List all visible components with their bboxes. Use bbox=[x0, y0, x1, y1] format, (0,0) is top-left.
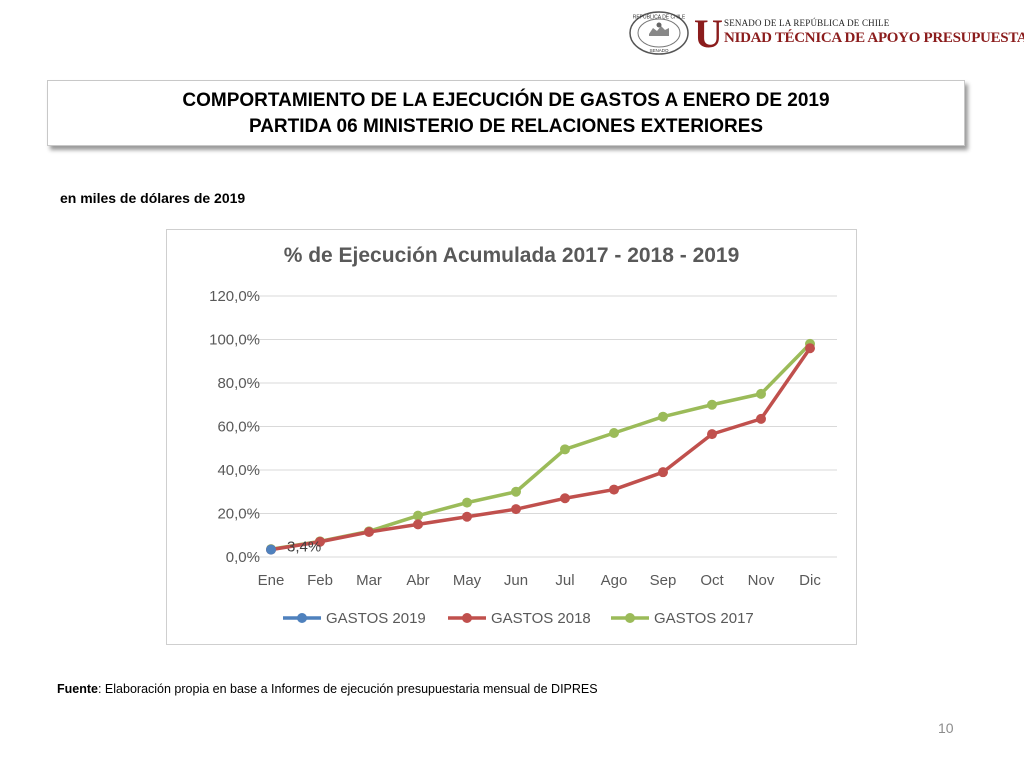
logo-big-letter: U bbox=[694, 11, 723, 56]
data-point bbox=[756, 388, 766, 399]
x-tick-label: Nov bbox=[748, 572, 775, 589]
slide-title-line1: COMPORTAMIENTO DE LA EJECUCIÓN DE GASTOS… bbox=[182, 90, 830, 111]
data-label: 3,4% bbox=[287, 539, 321, 556]
y-tick-label: 100,0% bbox=[209, 332, 260, 349]
data-point bbox=[462, 497, 472, 508]
data-point bbox=[511, 504, 521, 515]
legend-label: GASTOS 2017 bbox=[654, 610, 754, 627]
y-tick-label: 120,0% bbox=[209, 288, 260, 305]
data-point bbox=[609, 428, 619, 439]
x-tick-label: Dic bbox=[799, 572, 821, 589]
legend-label: GASTOS 2019 bbox=[326, 610, 426, 627]
seal-text-top: REPÚBLICA DE CHILE bbox=[633, 14, 686, 21]
footer-source-text: : Elaboración propia en base a Informes … bbox=[97, 682, 598, 696]
x-tick-label: Jul bbox=[555, 572, 574, 589]
x-tick-label: Jun bbox=[504, 572, 528, 589]
data-point bbox=[707, 399, 717, 410]
y-tick-label: 40,0% bbox=[217, 462, 260, 479]
data-point bbox=[560, 444, 570, 455]
data-point bbox=[511, 486, 521, 497]
header-logo: REPÚBLICA DE CHILE SENADO U SENADO DE LA… bbox=[628, 10, 1024, 58]
legend-swatch-marker bbox=[462, 613, 472, 623]
legend-swatch-marker bbox=[297, 613, 307, 623]
data-point bbox=[364, 526, 374, 537]
data-point bbox=[315, 536, 325, 547]
y-tick-label: 80,0% bbox=[217, 375, 260, 392]
series-line bbox=[269, 342, 812, 551]
data-point bbox=[413, 519, 423, 530]
x-tick-label: Ene bbox=[258, 572, 285, 589]
page-number: 10 bbox=[938, 720, 954, 736]
logo-main-text: NIDAD TÉCNICA DE APOYO PRESUPUESTARIO bbox=[724, 30, 1024, 46]
y-tick-label: 0,0% bbox=[226, 549, 260, 566]
footer-source: Fuente: Elaboración propia en base a Inf… bbox=[57, 682, 598, 696]
x-tick-label: Oct bbox=[700, 572, 724, 589]
x-tick-label: Feb bbox=[307, 572, 333, 589]
x-tick-label: Ago bbox=[601, 572, 628, 589]
data-point bbox=[609, 484, 619, 495]
y-tick-label: 20,0% bbox=[217, 506, 260, 523]
legend-swatch-marker bbox=[625, 613, 635, 623]
slide-title-box: COMPORTAMIENTO DE LA EJECUCIÓN DE GASTOS… bbox=[47, 80, 965, 146]
x-tick-label: May bbox=[453, 572, 482, 589]
data-point bbox=[805, 343, 815, 354]
x-tick-label: Sep bbox=[650, 572, 677, 589]
seal-text-bottom: SENADO bbox=[649, 48, 669, 53]
data-point bbox=[560, 493, 570, 504]
data-point bbox=[707, 429, 717, 440]
logo-small-text: SENADO DE LA REPÚBLICA DE CHILE bbox=[724, 18, 890, 28]
data-point bbox=[413, 510, 423, 521]
line-chart: 0,0% 20,0% 40,0% 60,0% 80,0% 100,0% 120,0% Ene F… bbox=[209, 288, 837, 627]
units-label: en miles de dólares de 2019 bbox=[60, 190, 246, 206]
chart-container: % de Ejecución Acumulada 2017 - 2018 - 2… bbox=[166, 229, 857, 645]
x-tick-label: Mar bbox=[356, 572, 382, 589]
slide-title-line2: PARTIDA 06 MINISTERIO DE RELACIONES EXTE… bbox=[248, 116, 764, 137]
data-point bbox=[756, 413, 766, 424]
y-tick-label: 60,0% bbox=[217, 419, 260, 436]
data-point bbox=[266, 544, 276, 555]
chart-title: % de Ejecución Acumulada 2017 - 2018 - 2… bbox=[283, 244, 740, 267]
x-tick-label: Abr bbox=[406, 572, 429, 589]
data-point bbox=[658, 467, 668, 478]
senate-seal-icon: REPÚBLICA DE CHILE SENADO bbox=[629, 11, 689, 55]
footer-source-label: Fuente bbox=[57, 682, 98, 696]
legend-label: GASTOS 2018 bbox=[491, 610, 591, 627]
data-point bbox=[462, 511, 472, 522]
series-line bbox=[269, 346, 812, 552]
data-point bbox=[658, 411, 668, 422]
